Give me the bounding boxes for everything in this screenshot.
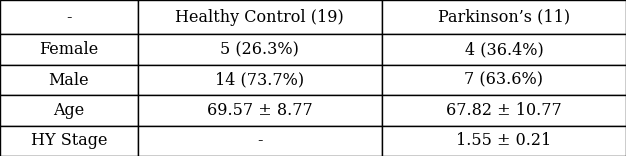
Bar bbox=[382, 65, 626, 95]
Text: -: - bbox=[66, 9, 71, 26]
Text: 67.82 ± 10.77: 67.82 ± 10.77 bbox=[446, 102, 562, 119]
Text: 4 (36.4%): 4 (36.4%) bbox=[464, 41, 543, 58]
Bar bbox=[382, 0, 626, 34]
Text: Female: Female bbox=[39, 41, 98, 58]
Bar bbox=[138, 34, 382, 65]
Bar bbox=[138, 95, 382, 126]
Text: 7 (63.6%): 7 (63.6%) bbox=[464, 72, 543, 89]
Bar bbox=[138, 0, 382, 34]
Bar bbox=[138, 65, 382, 95]
Text: Healthy Control (19): Healthy Control (19) bbox=[175, 9, 344, 26]
Text: 1.55 ± 0.21: 1.55 ± 0.21 bbox=[456, 132, 552, 149]
Bar bbox=[138, 126, 382, 156]
Bar bbox=[382, 126, 626, 156]
Text: HY Stage: HY Stage bbox=[31, 132, 107, 149]
Text: Age: Age bbox=[53, 102, 85, 119]
Bar bbox=[382, 95, 626, 126]
Text: 14 (73.7%): 14 (73.7%) bbox=[215, 72, 304, 89]
Bar bbox=[382, 34, 626, 65]
Text: Male: Male bbox=[49, 72, 89, 89]
Bar bbox=[0, 95, 138, 126]
Text: -: - bbox=[257, 132, 262, 149]
Text: 5 (26.3%): 5 (26.3%) bbox=[220, 41, 299, 58]
Text: Parkinson’s (11): Parkinson’s (11) bbox=[438, 9, 570, 26]
Text: 69.57 ± 8.77: 69.57 ± 8.77 bbox=[207, 102, 312, 119]
Bar bbox=[0, 0, 138, 34]
Bar bbox=[0, 65, 138, 95]
Bar bbox=[0, 34, 138, 65]
Bar bbox=[0, 126, 138, 156]
